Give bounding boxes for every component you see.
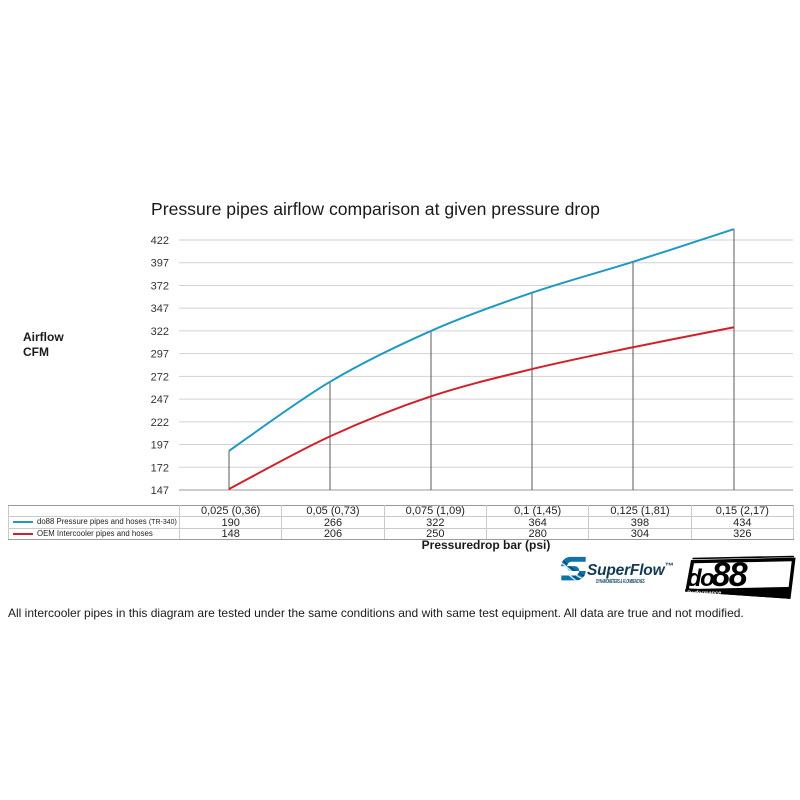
svg-text:372: 372 [151, 280, 169, 292]
svg-text:322: 322 [151, 326, 169, 338]
svg-text:Performance: Performance [687, 591, 721, 597]
svg-text:297: 297 [151, 349, 169, 361]
svg-text:222: 222 [151, 417, 169, 429]
svg-text:197: 197 [151, 440, 169, 452]
svg-text:347: 347 [151, 303, 169, 315]
svg-text:272: 272 [151, 371, 169, 383]
svg-text:172: 172 [151, 462, 169, 474]
svg-text:247: 247 [151, 394, 169, 406]
svg-text:147: 147 [151, 485, 169, 497]
svg-text:422: 422 [151, 235, 169, 247]
svg-text:397: 397 [151, 258, 169, 270]
